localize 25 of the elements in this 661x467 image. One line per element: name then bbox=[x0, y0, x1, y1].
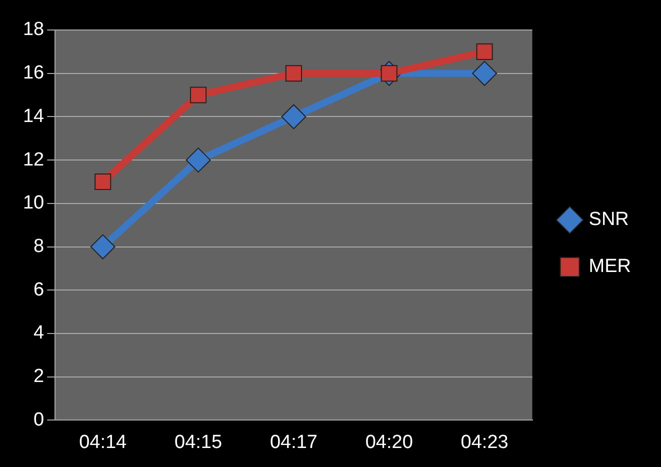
y-tick-label: 18 bbox=[22, 19, 44, 40]
x-tick-label: 04:17 bbox=[270, 432, 318, 453]
legend-label: MER bbox=[588, 256, 632, 278]
x-tick-label: 04:20 bbox=[365, 432, 413, 453]
x-tick-label: 04:14 bbox=[79, 432, 128, 453]
y-tick-label: 0 bbox=[34, 409, 44, 430]
y-tick-label: 2 bbox=[34, 366, 44, 388]
point bbox=[190, 86, 207, 104]
point bbox=[281, 104, 306, 130]
y-tick-label: 12 bbox=[22, 149, 44, 170]
point bbox=[285, 65, 302, 82]
y-tick-label: 10 bbox=[22, 192, 44, 214]
point bbox=[186, 148, 211, 173]
y-tick-label: 6 bbox=[34, 279, 44, 300]
y-tick-label: 4 bbox=[34, 322, 45, 344]
point bbox=[94, 173, 112, 190]
point bbox=[476, 43, 493, 60]
x-tick-label: 04:15 bbox=[174, 432, 222, 453]
y-tick-label: 14 bbox=[22, 106, 45, 127]
x-tick-label: 04:23 bbox=[460, 432, 508, 453]
y-tick-label: 8 bbox=[34, 236, 44, 258]
point bbox=[90, 234, 116, 260]
legend-label: SNR bbox=[588, 209, 629, 230]
y-tick-label: 16 bbox=[22, 62, 44, 84]
point bbox=[472, 60, 498, 86]
